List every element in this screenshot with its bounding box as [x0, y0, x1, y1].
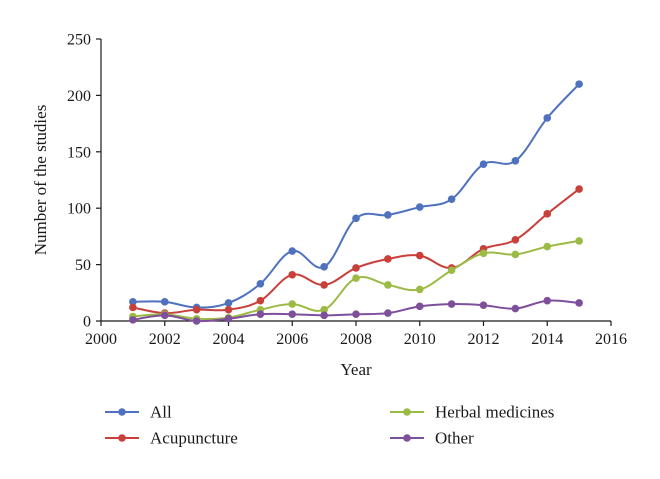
data-point-all: [543, 114, 552, 122]
data-point-all: [415, 203, 424, 211]
series-other: [129, 296, 583, 325]
data-point-other: [384, 309, 392, 317]
x-tick-label: 2008: [340, 331, 372, 348]
data-point-other: [224, 314, 233, 323]
data-point-herbal-medicines: [479, 249, 488, 258]
x-tick-label: 2010: [404, 331, 436, 348]
data-point-all: [288, 247, 297, 255]
data-point-herbal-medicines: [288, 300, 297, 308]
x-axis-ticks: 2000 2002 2004 2006 2008 2010 2012 2014 2016: [85, 321, 627, 348]
x-tick-label: 2014: [531, 331, 563, 348]
data-point-all: [256, 279, 265, 288]
legend-item-all: All: [105, 403, 172, 422]
data-point-other: [575, 299, 583, 307]
series-line-acupuncture: [132, 188, 580, 315]
data-point-other: [447, 300, 456, 308]
x-axis-title: Year: [340, 360, 372, 379]
legend-swatch-marker: [118, 408, 126, 416]
legend-swatch-marker: [118, 434, 126, 442]
legend-label: All: [150, 403, 172, 422]
data-point-herbal-medicines: [352, 274, 360, 282]
legend-label: Other: [435, 429, 474, 448]
series-layer: [129, 80, 583, 325]
data-point-other: [129, 316, 137, 324]
data-point-other: [415, 302, 424, 311]
x-tick-label: 2004: [213, 331, 245, 348]
y-axis-ticks: 0 50 100 150 200 250: [67, 32, 101, 331]
y-tick-label: 250: [67, 32, 91, 49]
x-tick-label: 2012: [468, 331, 500, 348]
data-point-other: [511, 304, 520, 313]
data-point-herbal-medicines: [575, 237, 583, 245]
legend-item-herbal-medicines: Herbal medicines: [390, 403, 554, 422]
x-tick-label: 2006: [276, 331, 308, 348]
data-point-herbal-medicines: [543, 242, 552, 251]
y-tick-label: 150: [67, 144, 91, 161]
data-point-acupuncture: [543, 210, 552, 218]
y-tick-label: 50: [75, 257, 91, 274]
data-point-acupuncture: [256, 296, 265, 305]
data-point-other: [320, 311, 328, 320]
data-point-acupuncture: [511, 235, 520, 244]
data-point-acupuncture: [224, 305, 233, 314]
data-point-all: [129, 298, 137, 306]
data-point-all: [511, 157, 520, 165]
x-tick-label: 2016: [595, 331, 627, 348]
data-point-other: [256, 310, 265, 319]
data-point-acupuncture: [384, 255, 392, 263]
data-point-all: [575, 80, 583, 88]
data-point-all: [224, 299, 233, 307]
data-point-herbal-medicines: [511, 250, 520, 259]
y-tick-label: 100: [67, 201, 91, 218]
series-line-all: [132, 83, 580, 309]
data-point-other: [479, 301, 488, 310]
data-point-acupuncture: [192, 305, 201, 314]
legend-swatch-marker: [403, 408, 411, 416]
data-point-other: [288, 310, 297, 319]
data-point-acupuncture: [575, 185, 583, 193]
data-point-acupuncture: [320, 281, 328, 289]
data-point-all: [160, 298, 169, 306]
data-point-herbal-medicines: [384, 281, 392, 289]
data-point-herbal-medicines: [320, 305, 328, 314]
data-point-acupuncture: [288, 270, 297, 279]
data-point-herbal-medicines: [447, 266, 456, 275]
y-axis-title: Number of the studies: [31, 105, 50, 256]
legend-label: Herbal medicines: [435, 403, 554, 422]
data-point-acupuncture: [129, 303, 137, 312]
data-point-other: [543, 296, 552, 305]
data-point-other: [352, 310, 360, 319]
data-point-acupuncture: [352, 264, 360, 272]
data-point-all: [352, 214, 360, 223]
data-point-other: [192, 317, 201, 325]
data-point-all: [320, 263, 328, 271]
legend-label: Acupuncture: [150, 429, 238, 448]
data-point-acupuncture: [415, 251, 424, 260]
data-point-all: [384, 211, 392, 219]
legend: All Acupuncture Herbal medicines Other: [105, 403, 554, 448]
data-point-all: [447, 195, 456, 203]
legend-item-acupuncture: Acupuncture: [105, 429, 238, 448]
x-tick-label: 2002: [149, 331, 181, 348]
x-tick-label: 2000: [85, 331, 117, 348]
data-point-herbal-medicines: [415, 285, 424, 294]
y-tick-label: 200: [67, 88, 91, 105]
legend-item-other: Other: [390, 429, 474, 448]
data-point-all: [479, 160, 488, 169]
legend-swatch-marker: [403, 434, 411, 442]
y-tick-label: 0: [83, 314, 91, 331]
data-point-other: [160, 311, 169, 320]
